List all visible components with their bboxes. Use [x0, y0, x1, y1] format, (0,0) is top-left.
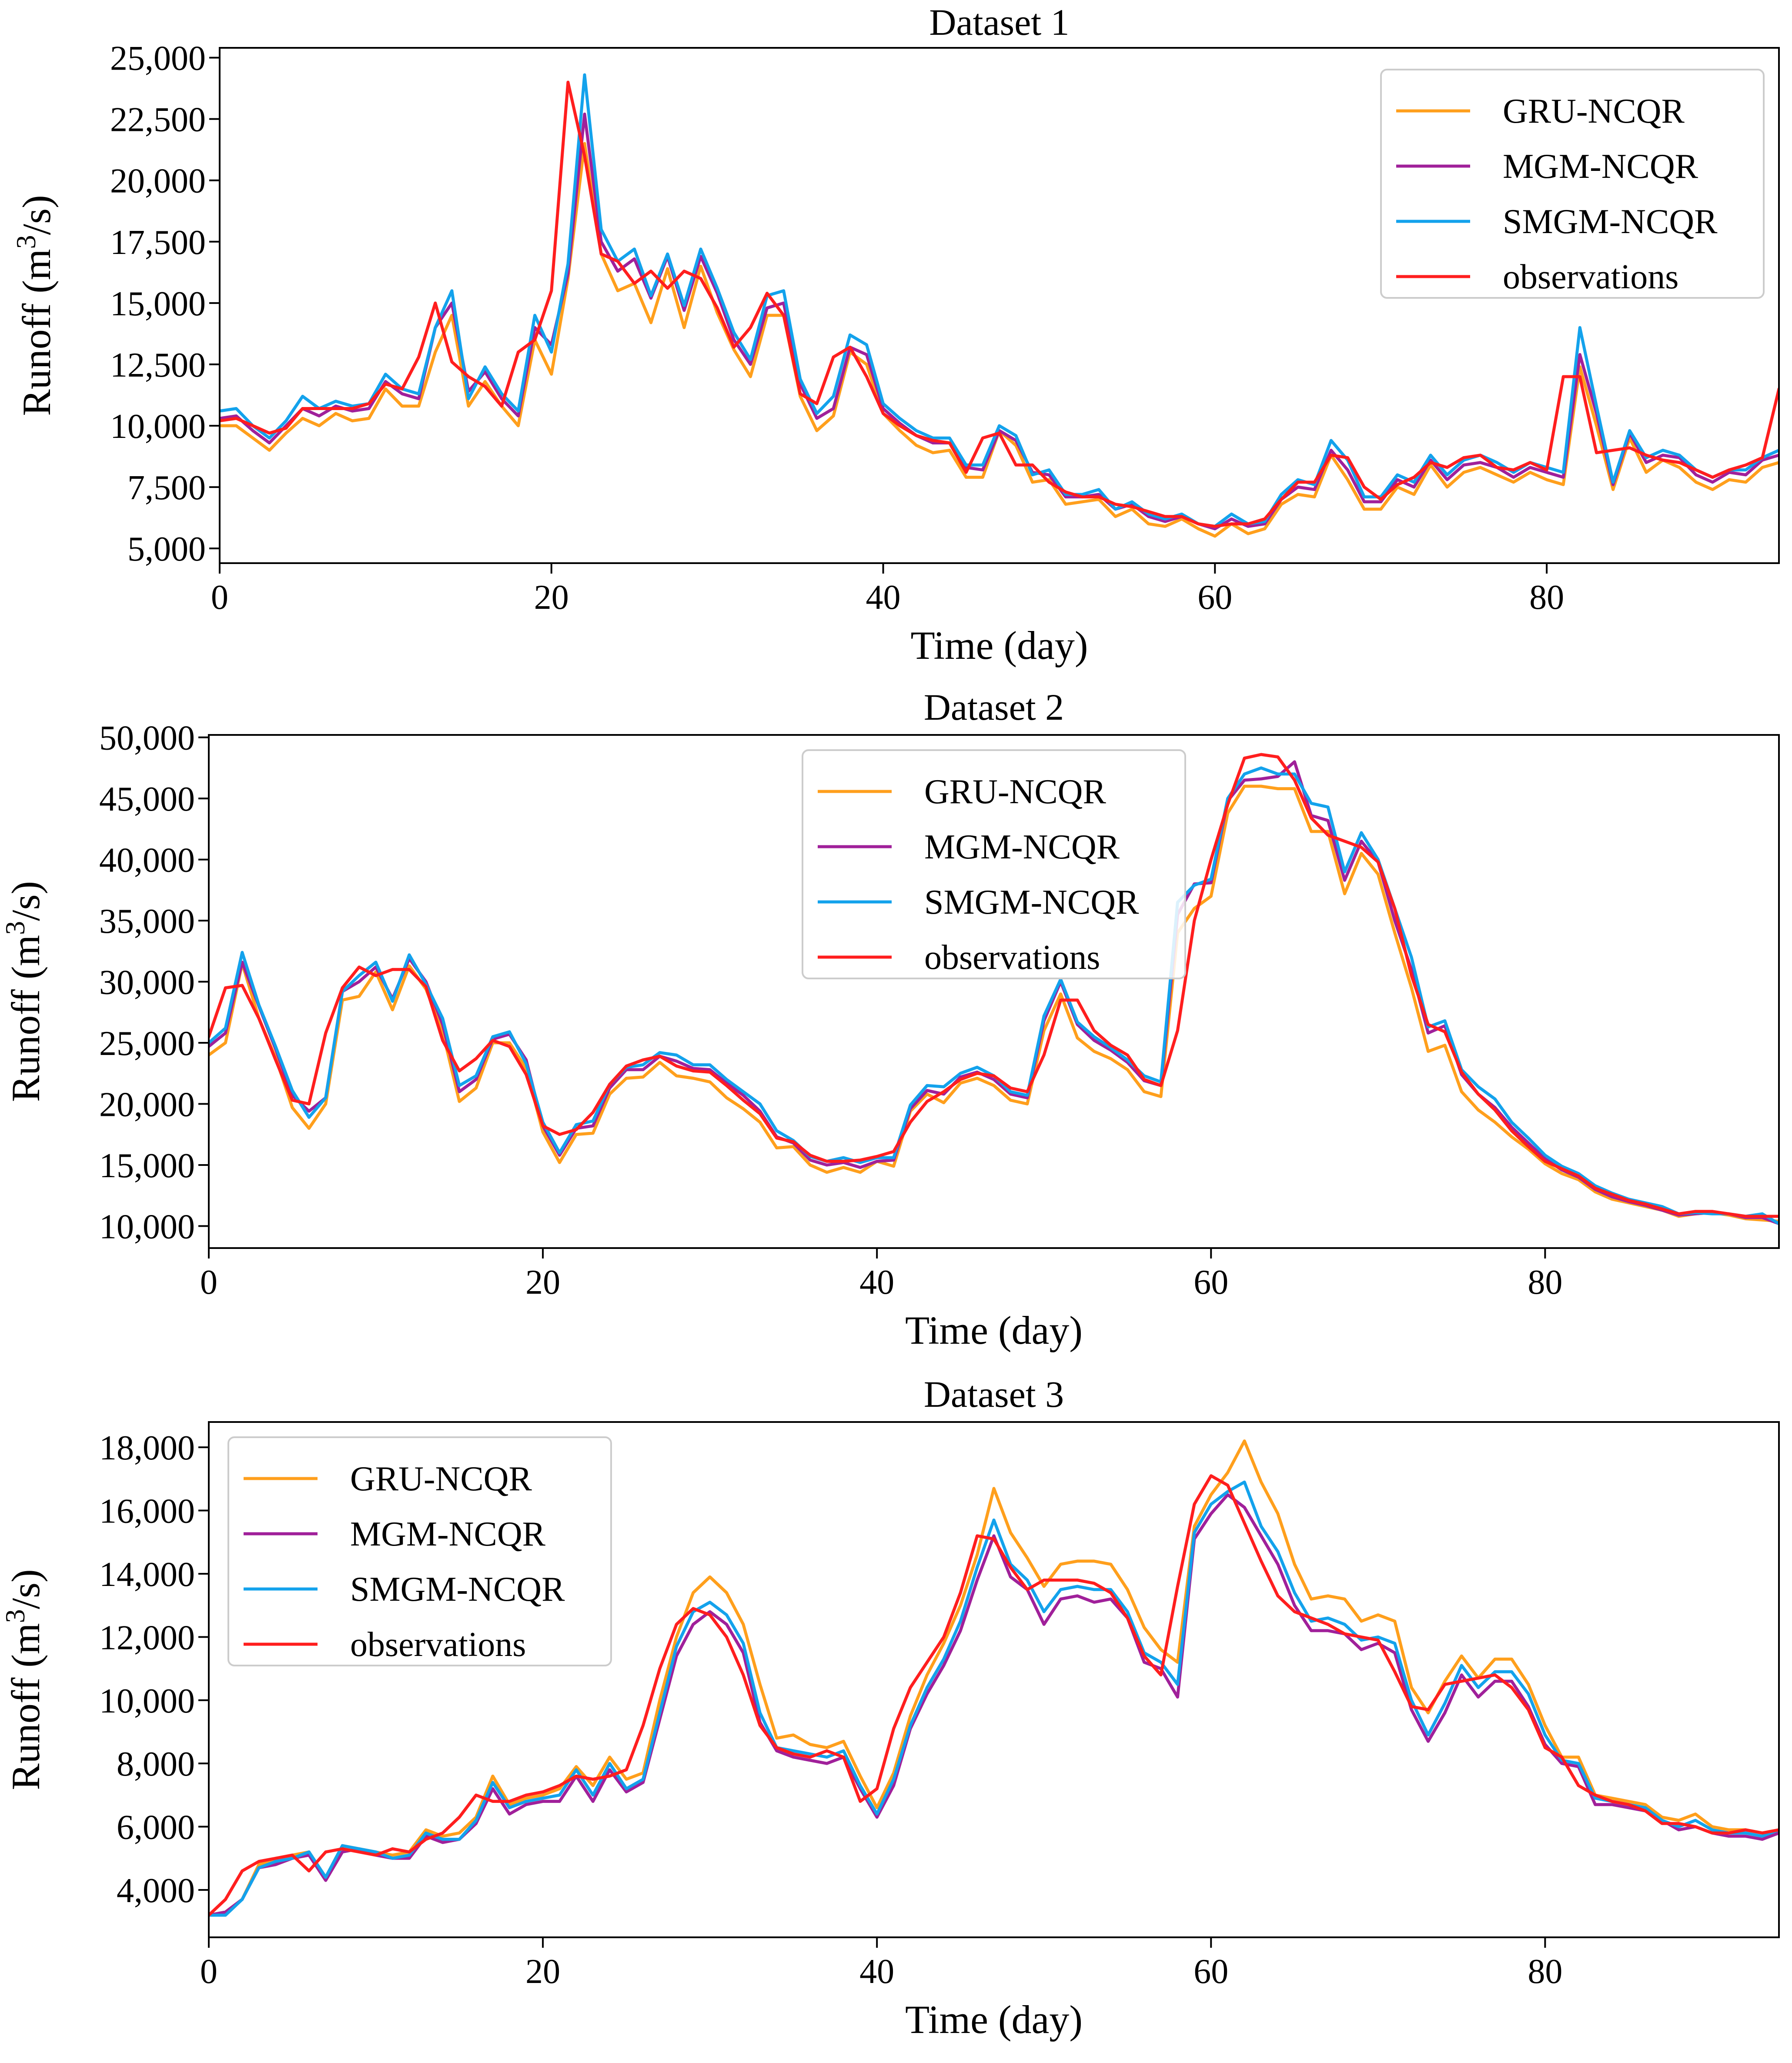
y-tick-label-2: 10,000 [99, 1208, 195, 1246]
y-tick-label-3: 14,000 [99, 1556, 195, 1594]
y-tick-label-3: 18,000 [99, 1429, 195, 1467]
x-tick-label-1: 40 [866, 578, 901, 617]
plot-frame-2 [208, 734, 1780, 1249]
legend-box-1 [1380, 69, 1765, 299]
series-line-smgm-ncqr-3 [209, 1480, 1779, 1917]
y-tick-label-2: 25,000 [99, 1025, 195, 1063]
y-tick-label-2: 35,000 [99, 902, 195, 941]
x-tick-label-1: 0 [211, 578, 228, 617]
legend-label-observations: observations [1503, 258, 1678, 296]
legend-3: GRU-NCQR MGM-NCQR SMGM-NCQR observations [227, 1436, 612, 1666]
y-tick-label-1: 5,000 [127, 530, 206, 568]
y-axis-label-1: Runoff (m3/s) [10, 195, 59, 416]
chart-panel-2: Dataset 2 0 20 40 60 80 10,000 15,000 20,000 25,0… [0, 686, 1780, 1352]
chart-title-2: Dataset 2 [924, 686, 1064, 728]
legend-label-mgm-ncqr: MGM-NCQR [1503, 147, 1698, 186]
legend-label-gru-ncqr: GRU-NCQR [350, 1460, 532, 1498]
chart-title-1: Dataset 1 [929, 1, 1069, 43]
x-axis-label-3: Time (day) [905, 1997, 1083, 2042]
y-tick-label-1: 12,500 [110, 346, 206, 384]
x-tick-label-3: 60 [1194, 1953, 1228, 1991]
x-tick-label-1: 60 [1197, 578, 1232, 617]
x-tick-label-3: 80 [1528, 1953, 1562, 1991]
series-line-observations-3 [209, 1474, 1779, 1917]
x-axis-label-2: Time (day) [905, 1308, 1083, 1352]
legend-label-smgm-ncqr: SMGM-NCQR [924, 883, 1139, 921]
series-line-observations-1 [220, 80, 1779, 528]
plot-frame-1 [219, 47, 1780, 564]
x-tick-label-1: 20 [534, 578, 569, 617]
series-line-gru-ncqr-3 [209, 1439, 1779, 1917]
legend-label-observations: observations [924, 938, 1100, 977]
y-tick-label-3: 16,000 [99, 1492, 195, 1531]
series-line-mgm-ncqr-2 [209, 760, 1779, 1225]
y-axis-label-2: Runoff (m3/s) [0, 881, 48, 1102]
x-tick-label-2: 40 [859, 1263, 894, 1302]
series-line-gru-ncqr-2 [209, 784, 1779, 1223]
x-tick-label-2: 60 [1194, 1263, 1228, 1302]
legend-1: GRU-NCQR MGM-NCQR SMGM-NCQR observations [1380, 69, 1765, 299]
x-tick-label-3: 20 [525, 1953, 560, 1991]
x-tick-label-2: 0 [200, 1263, 217, 1302]
chart-panel-3: Dataset 3 0 20 40 60 80 4,000 6,000 8,000 10,000 1… [0, 1373, 1780, 2042]
y-tick-label-1: 25,000 [110, 40, 206, 78]
y-tick-label-2: 15,000 [99, 1147, 195, 1185]
y-tick-label-3: 12,000 [99, 1619, 195, 1657]
x-axis-label-1: Time (day) [910, 623, 1088, 668]
chart-title-3: Dataset 3 [924, 1373, 1064, 1415]
y-tick-label-3: 10,000 [99, 1682, 195, 1720]
y-tick-label-3: 8,000 [117, 1745, 195, 1783]
y-tick-label-2: 30,000 [99, 964, 195, 1002]
legend-label-smgm-ncqr: SMGM-NCQR [350, 1570, 565, 1609]
x-tick-label-3: 40 [859, 1953, 894, 1991]
y-tick-label-2: 40,000 [99, 841, 195, 880]
legend-label-observations: observations [350, 1626, 526, 1664]
y-tick-label-2: 20,000 [99, 1085, 195, 1124]
y-tick-label-1: 22,500 [110, 101, 206, 139]
x-tick-label-3: 0 [200, 1953, 217, 1991]
legend-label-gru-ncqr: GRU-NCQR [1503, 92, 1685, 130]
y-tick-label-3: 6,000 [117, 1809, 195, 1847]
legend-label-smgm-ncqr: SMGM-NCQR [1503, 203, 1718, 241]
y-tick-label-1: 7,500 [127, 469, 206, 507]
y-tick-label-2: 45,000 [99, 780, 195, 818]
series-group-3 [209, 1439, 1779, 1917]
series-line-observations-2 [209, 753, 1779, 1218]
y-tick-label-3: 4,000 [117, 1872, 195, 1910]
x-tick-label-2: 80 [1528, 1263, 1562, 1302]
y-tick-label-2: 50,000 [99, 719, 195, 758]
series-group-1 [220, 73, 1779, 538]
plot-frame-3 [208, 1421, 1780, 1938]
chart-panel-1: Dataset 1 0 20 40 60 80 5,000 7,500 10,000 12,500… [10, 1, 1780, 668]
legend-box-3 [227, 1436, 612, 1666]
x-tick-label-1: 80 [1529, 578, 1564, 617]
legend-label-mgm-ncqr: MGM-NCQR [350, 1515, 546, 1553]
legend-label-gru-ncqr: GRU-NCQR [924, 773, 1106, 811]
legend-2: GRU-NCQR MGM-NCQR SMGM-NCQR observations [802, 749, 1186, 979]
series-group-2 [209, 753, 1779, 1225]
y-tick-label-1: 10,000 [110, 407, 206, 446]
x-tick-label-2: 20 [525, 1263, 560, 1302]
legend-label-mgm-ncqr: MGM-NCQR [924, 828, 1120, 866]
legend-box-2 [802, 749, 1186, 979]
y-tick-label-1: 20,000 [110, 162, 206, 200]
y-tick-label-1: 15,000 [110, 285, 206, 323]
y-tick-label-1: 17,500 [110, 224, 206, 262]
y-axis-label-3: Runoff (m3/s) [0, 1569, 48, 1790]
